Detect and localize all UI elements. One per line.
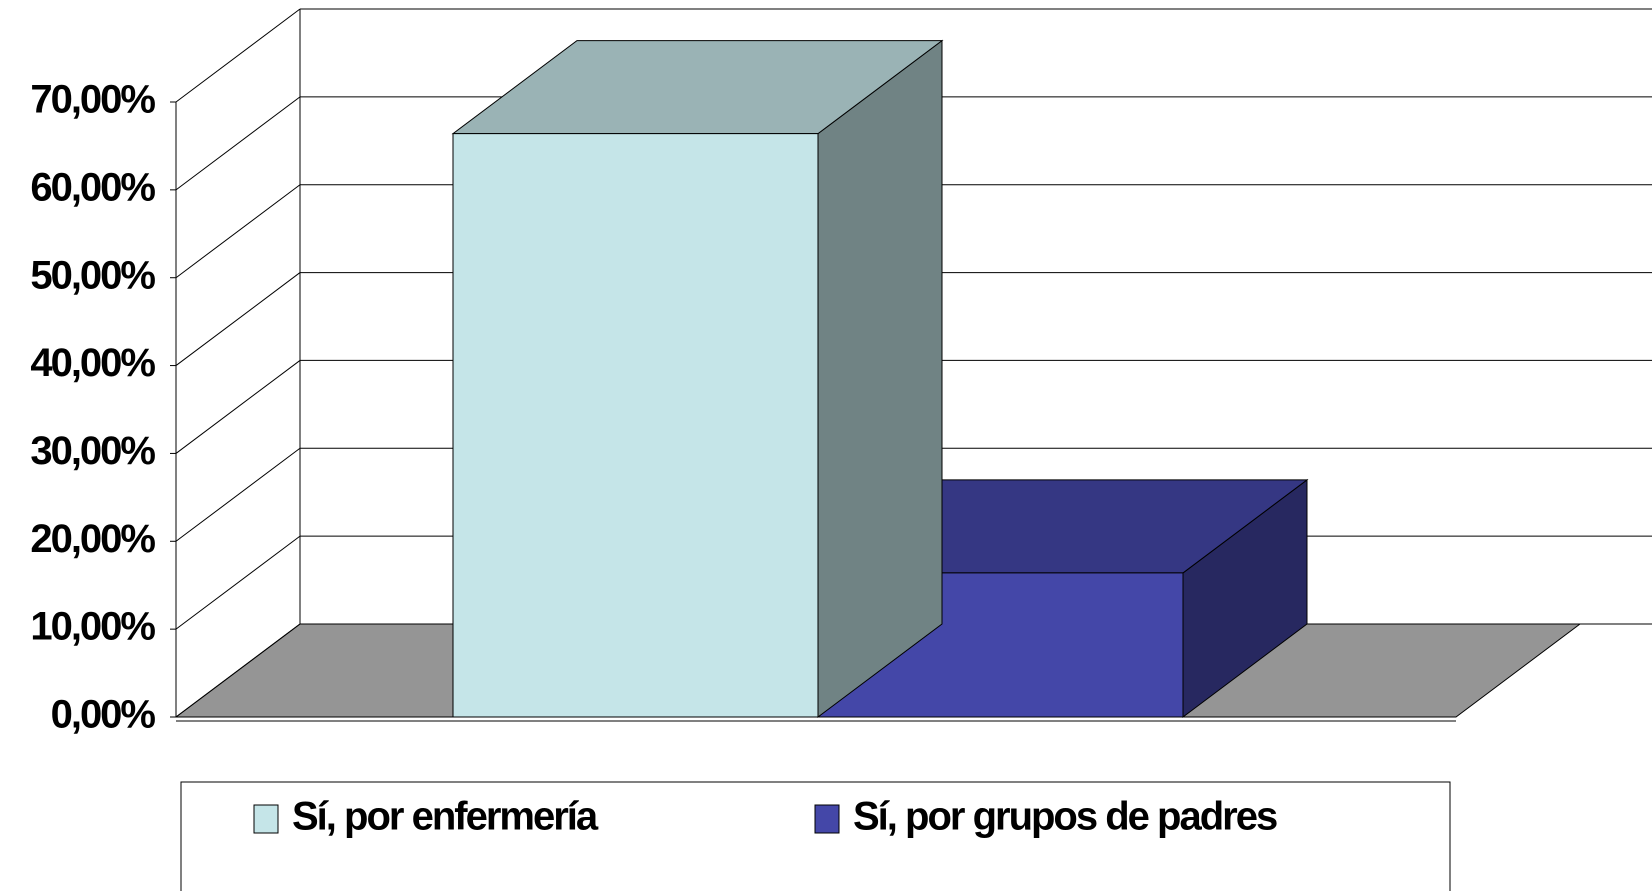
bar-side: [817, 39, 943, 718]
y-tick-label: 40,00%: [30, 341, 155, 385]
legend-swatch: [253, 804, 279, 834]
grid-diagonal: [175, 96, 301, 191]
y-tick-label: 20,00%: [30, 517, 155, 561]
y-tick-label: 50,00%: [30, 253, 155, 297]
legend-box: [180, 781, 1451, 891]
legend-swatch: [814, 804, 840, 834]
y-tick-label: 30,00%: [30, 429, 155, 473]
y-tick-label: 10,00%: [30, 605, 155, 649]
grid-diagonal: [175, 184, 301, 279]
grid-diagonal: [175, 447, 301, 542]
grid-diagonal: [175, 272, 301, 366]
y-tick-label: 0,00%: [51, 693, 156, 737]
grid-diagonal: [175, 535, 301, 630]
legend-label: Sí, por grupos de padres: [853, 795, 1277, 839]
bar: [452, 133, 819, 718]
y-tick-label: 60,00%: [30, 165, 155, 209]
y-tick-label: 70,00%: [30, 78, 155, 122]
grid-diagonal: [175, 360, 301, 454]
legend-label: Sí, por enfermería: [292, 795, 599, 839]
grid-diagonal: [175, 8, 301, 103]
grid-diagonal: [175, 623, 301, 718]
